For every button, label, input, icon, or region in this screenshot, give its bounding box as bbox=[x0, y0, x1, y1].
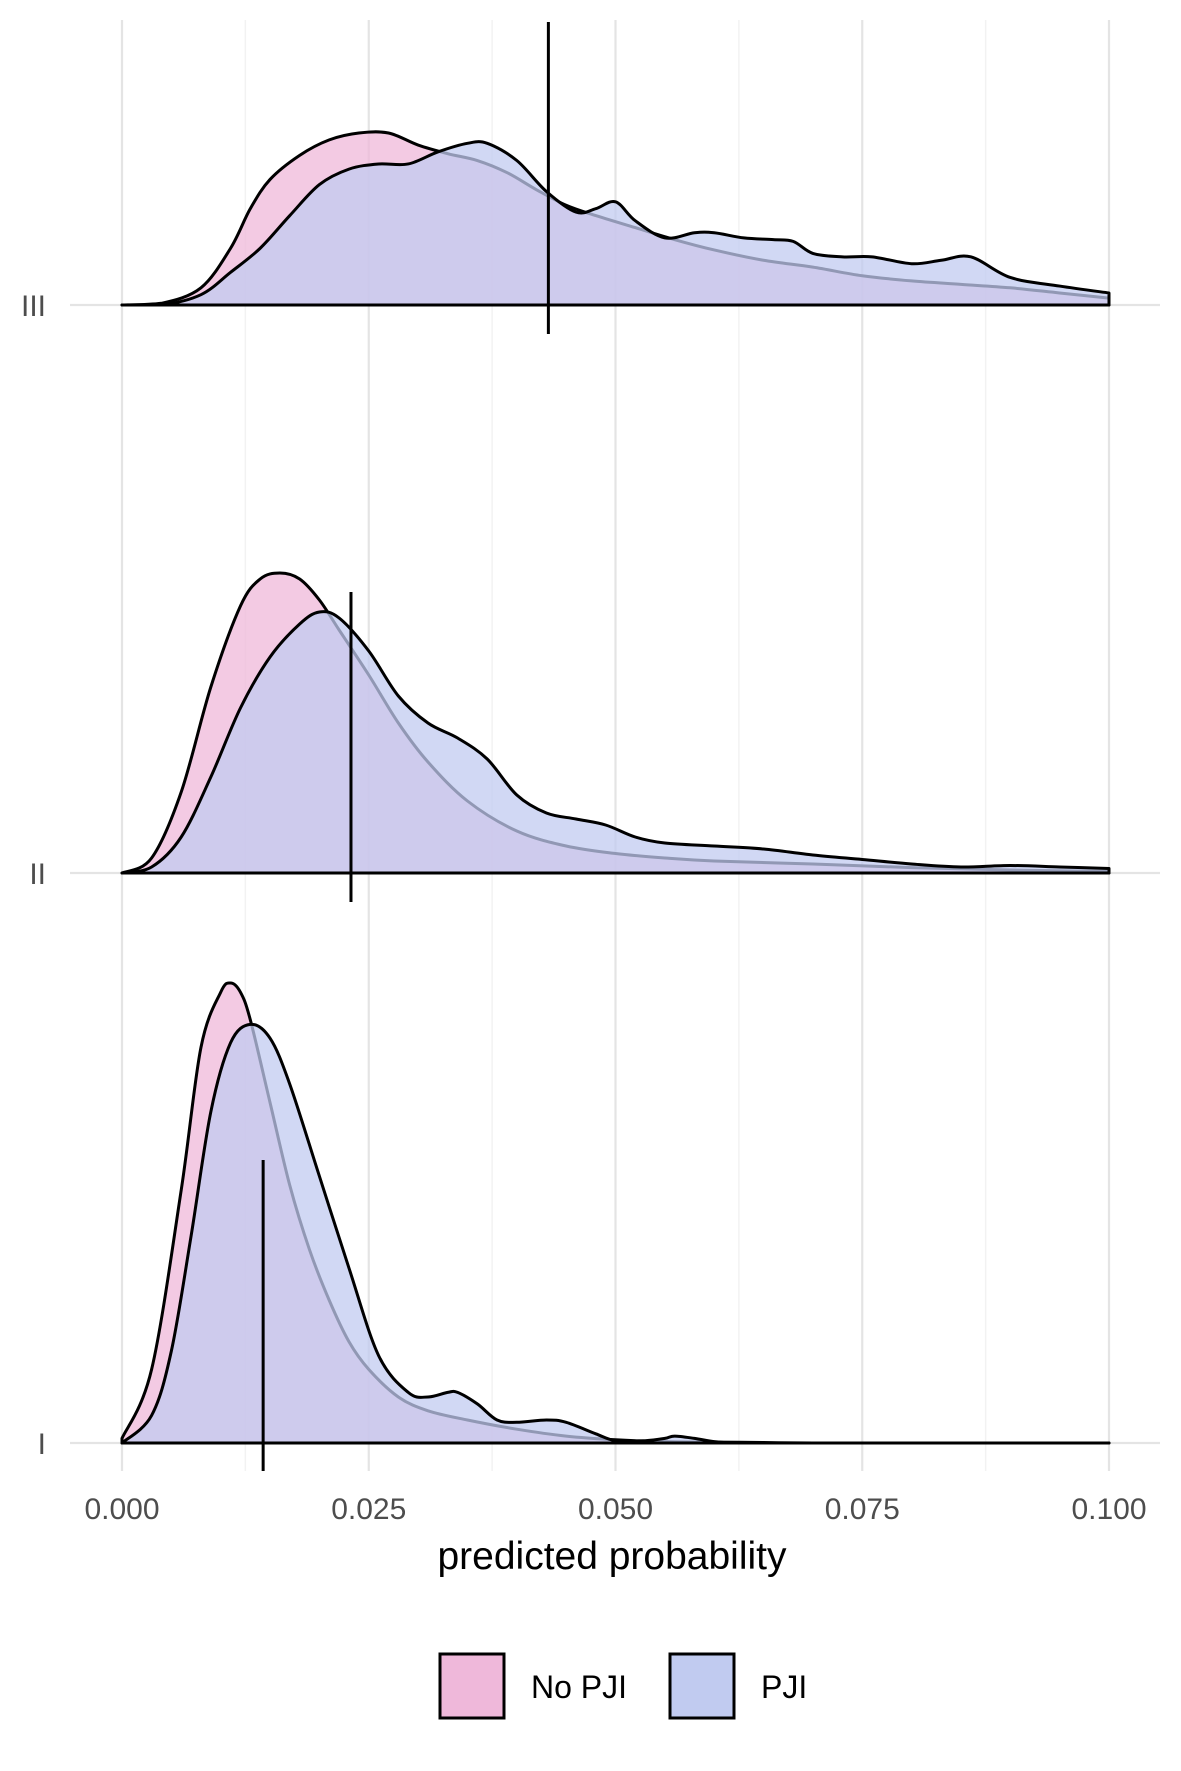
legend-key-no-pji bbox=[440, 1654, 504, 1718]
x-tick-label: 0.075 bbox=[825, 1493, 900, 1526]
x-tick-label: 0.100 bbox=[1071, 1493, 1146, 1526]
x-axis-title: predicted probability bbox=[437, 1535, 787, 1578]
x-tick-label: 0.000 bbox=[84, 1493, 159, 1526]
y-tick-label-III: III bbox=[21, 290, 46, 323]
legend: No PJI PJI bbox=[440, 1654, 807, 1718]
y-tick-label-I: I bbox=[38, 1428, 46, 1461]
legend-key-pji bbox=[670, 1654, 734, 1718]
x-tick-label: 0.050 bbox=[578, 1493, 653, 1526]
x-tick-label: 0.025 bbox=[331, 1493, 406, 1526]
x-axis-tick-labels: 0.000 0.025 0.050 0.075 0.100 bbox=[84, 1493, 1146, 1526]
legend-label-no-pji: No PJI bbox=[531, 1669, 627, 1705]
legend-label-pji: PJI bbox=[761, 1669, 807, 1705]
y-tick-label-II: II bbox=[29, 858, 46, 891]
